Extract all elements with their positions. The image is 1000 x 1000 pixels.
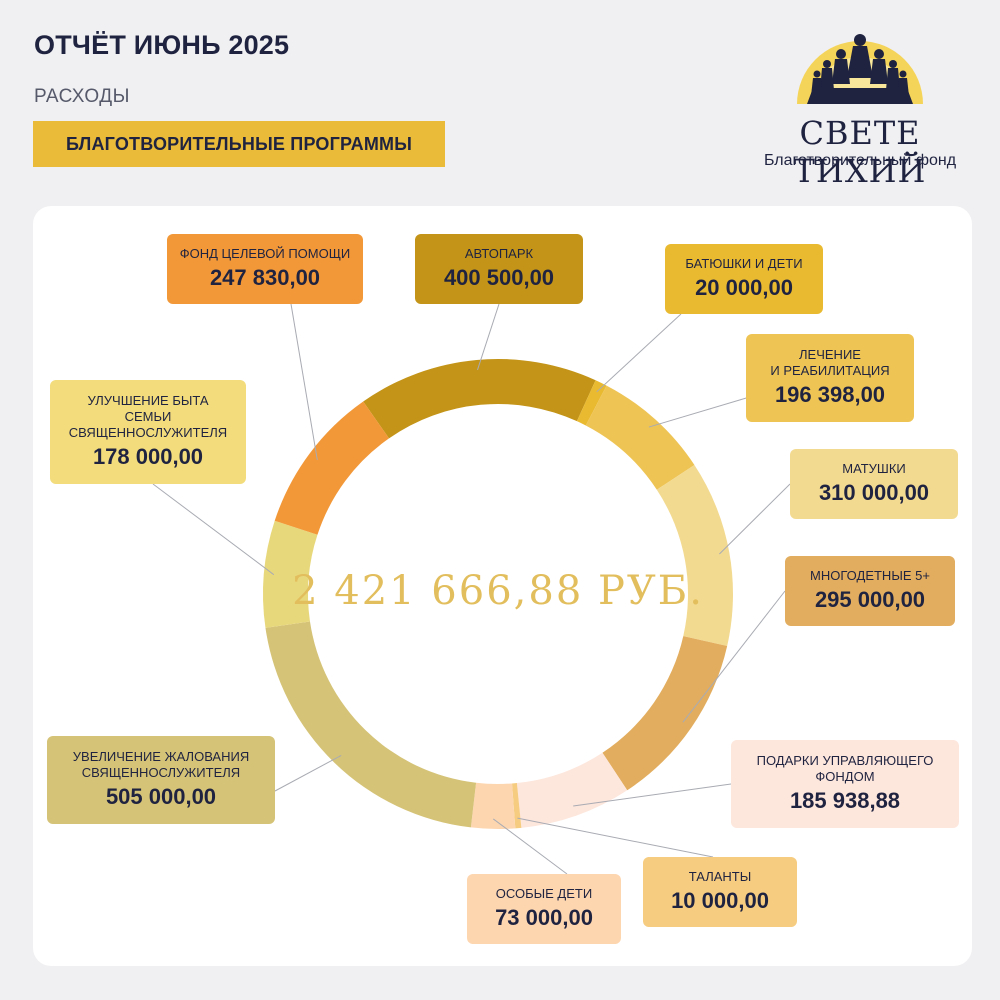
category-value: 505 000,00 bbox=[105, 784, 217, 809]
leader-line bbox=[573, 783, 732, 807]
category-name: ПОДАРКИ УПРАВЛЯЮЩЕГО ФОНДОМ bbox=[756, 753, 934, 784]
donut-slice bbox=[512, 783, 522, 829]
category-name: УВЕЛИЧЕНИЕ ЖАЛОВАНИЯ СВЯЩЕННОСЛУЖИТЕЛЯ bbox=[72, 749, 250, 780]
category-value: 310 000,00 bbox=[818, 480, 930, 505]
report-subtitle: РАСХОДЫ bbox=[34, 86, 130, 107]
section-chip: БЛАГОТВОРИТЕЛЬНЫЕ ПРОГРАММЫ bbox=[33, 121, 445, 167]
foundation-caption: Благотворительный фонд bbox=[763, 152, 957, 169]
category-value: 295 000,00 bbox=[814, 587, 926, 612]
donut-slice bbox=[470, 782, 516, 829]
category-label: ЛЕЧЕНИЕ И РЕАБИЛИТАЦИЯ 196 398,00 bbox=[746, 334, 914, 422]
leader-line bbox=[517, 817, 714, 858]
category-label: МНОГОДЕТНЫЕ 5+ 295 000,00 bbox=[785, 556, 955, 626]
donut-slice bbox=[602, 636, 728, 791]
category-label: УВЕЛИЧЕНИЕ ЖАЛОВАНИЯ СВЯЩЕННОСЛУЖИТЕЛЯ 50… bbox=[47, 736, 275, 824]
category-value: 247 830,00 bbox=[209, 265, 321, 290]
category-value: 400 500,00 bbox=[443, 265, 555, 290]
donut-slice bbox=[585, 385, 695, 490]
leader-line bbox=[290, 303, 318, 460]
category-value: 185 938,88 bbox=[789, 788, 901, 813]
category-label: БАТЮШКИ И ДЕТИ 20 000,00 bbox=[665, 244, 823, 314]
foundation-logo: СВЕТЕ ТИХИЙ Благотворительный фонд bbox=[745, 28, 975, 190]
category-name: МНОГОДЕТНЫЕ 5+ bbox=[810, 568, 930, 583]
donut-slice bbox=[265, 621, 477, 828]
category-name: ФОНД ЦЕЛЕВОЙ ПОМОЩИ bbox=[179, 246, 351, 261]
leader-line bbox=[152, 483, 275, 576]
report-title: ОТЧЁТ ИЮНЬ 2025 bbox=[34, 30, 290, 60]
category-label: ФОНД ЦЕЛЕВОЙ ПОМОЩИ 247 830,00 bbox=[167, 234, 363, 304]
leader-line bbox=[477, 303, 500, 371]
category-value: 196 398,00 bbox=[774, 382, 886, 407]
category-value: 178 000,00 bbox=[92, 444, 204, 469]
congregation-sunrise-icon bbox=[797, 34, 923, 104]
category-label: АВТОПАРК 400 500,00 bbox=[415, 234, 583, 304]
category-value: 10 000,00 bbox=[671, 888, 769, 913]
donut-slice bbox=[516, 752, 628, 828]
leader-line bbox=[274, 754, 342, 792]
donut-chart: 2 421 666,88 РУБ. bbox=[152, 303, 791, 875]
leader-line bbox=[492, 818, 568, 875]
leader-line bbox=[648, 395, 754, 428]
foundation-name: СВЕТЕ ТИХИЙ bbox=[793, 114, 927, 190]
category-name: АВТОПАРК bbox=[464, 246, 534, 261]
category-label: ПОДАРКИ УПРАВЛЯЮЩЕГО ФОНДОМ 185 938,88 bbox=[731, 740, 959, 828]
leader-line bbox=[682, 590, 786, 723]
leader-line bbox=[719, 483, 791, 555]
donut-slice bbox=[656, 465, 733, 647]
category-value: 73 000,00 bbox=[495, 905, 593, 930]
total-amount-label: 2 421 666,88 РУБ. bbox=[292, 568, 704, 614]
category-label: МАТУШКИ 310 000,00 bbox=[790, 449, 958, 519]
category-value: 20 000,00 bbox=[695, 275, 793, 300]
category-name: МАТУШКИ bbox=[842, 461, 906, 476]
category-label: ТАЛАНТЫ 10 000,00 bbox=[643, 857, 797, 927]
donut-slice bbox=[274, 401, 390, 535]
category-name: ЛЕЧЕНИЕ И РЕАБИЛИТАЦИЯ bbox=[770, 347, 890, 378]
category-name: УЛУЧШЕНИЕ БЫТА СЕМЬИ СВЯЩЕННОСЛУЖИТЕЛЯ bbox=[68, 393, 228, 440]
category-name: ТАЛАНТЫ bbox=[688, 869, 752, 884]
donut-slice bbox=[263, 520, 318, 628]
category-name: БАТЮШКИ И ДЕТИ bbox=[685, 256, 803, 271]
category-name: ОСОБЫЕ ДЕТИ bbox=[495, 886, 593, 901]
chart-card: 2 421 666,88 РУБ. АВТОПАРК 400 500,00 БАТЮ… bbox=[33, 206, 972, 966]
category-label: УЛУЧШЕНИЕ БЫТА СЕМЬИ СВЯЩЕННОСЛУЖИТЕЛЯ 17… bbox=[50, 380, 246, 484]
leader-line bbox=[596, 313, 682, 393]
donut-slice bbox=[576, 380, 607, 426]
donut-slice bbox=[363, 359, 596, 439]
category-label: ОСОБЫЕ ДЕТИ 73 000,00 bbox=[467, 874, 621, 944]
